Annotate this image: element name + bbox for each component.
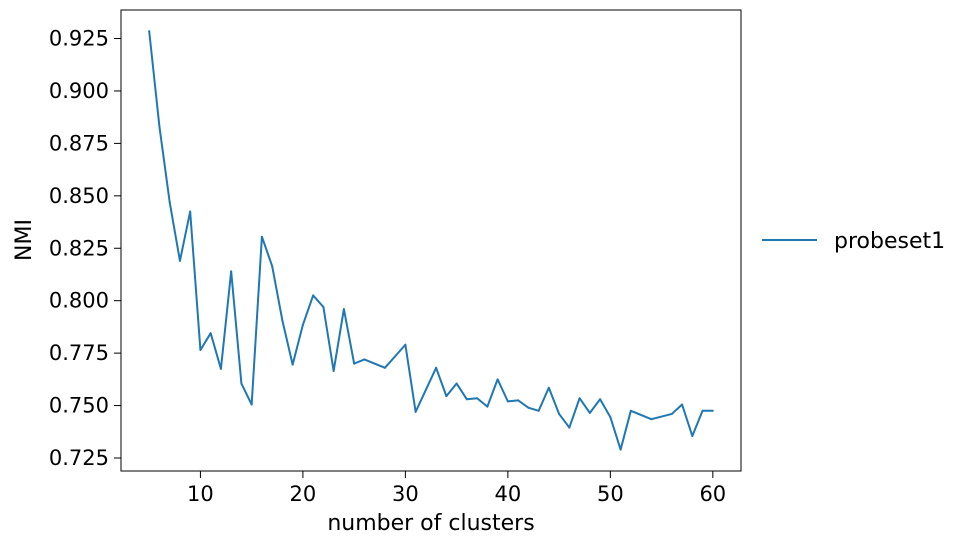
data-point: [199, 348, 202, 351]
data-point: [476, 397, 479, 400]
data-point: [599, 398, 602, 401]
x-tick-label: 50: [597, 482, 624, 506]
data-point: [558, 412, 561, 415]
data-point: [681, 403, 684, 406]
x-axis: 10 20 30 40 50 60: [187, 471, 726, 506]
data-point: [332, 369, 335, 372]
y-tick-label: 0.925: [49, 27, 109, 51]
x-tick-label: 30: [392, 482, 419, 506]
legend: probeset1: [762, 229, 945, 254]
x-tick-label: 40: [494, 482, 521, 506]
data-point: [312, 294, 315, 297]
data-point: [486, 405, 489, 408]
data-point: [455, 382, 458, 385]
data-point: [537, 409, 540, 412]
data-point: [250, 403, 253, 406]
y-tick-label: 0.725: [49, 446, 109, 470]
y-tick-label: 0.900: [49, 79, 109, 103]
x-tick-label: 10: [187, 482, 214, 506]
data-point: [609, 416, 612, 419]
data-point: [240, 382, 243, 385]
data-point: [148, 30, 151, 33]
x-tick-label: 20: [290, 482, 317, 506]
data-point: [383, 366, 386, 369]
data-point: [168, 201, 171, 204]
data-point: [271, 265, 274, 268]
series-layer: [148, 30, 714, 451]
plot-area: [121, 10, 741, 471]
data-point: [527, 406, 530, 409]
data-point: [404, 343, 407, 346]
data-point: [363, 358, 366, 361]
data-point: [701, 409, 704, 412]
data-point: [414, 410, 417, 413]
data-point: [670, 412, 673, 415]
y-tick-label: 0.775: [49, 341, 109, 365]
data-point: [281, 319, 284, 322]
data-point: [711, 409, 714, 412]
data-point: [619, 448, 622, 451]
data-point: [568, 426, 571, 429]
data-point: [230, 270, 233, 273]
data-point: [578, 397, 581, 400]
data-point: [517, 399, 520, 402]
y-axis-label: NMI: [12, 219, 37, 261]
data-point: [547, 386, 550, 389]
y-tick-label: 0.825: [49, 236, 109, 260]
data-point: [322, 305, 325, 308]
y-tick-label: 0.875: [49, 131, 109, 155]
x-tick-label: 60: [699, 482, 726, 506]
data-point: [342, 308, 345, 311]
data-point: [219, 367, 222, 370]
y-tick-label: 0.850: [49, 184, 109, 208]
plot-frame: [120, 9, 742, 472]
data-point: [301, 323, 304, 326]
data-point: [629, 409, 632, 412]
data-point: [650, 418, 653, 421]
data-point: [291, 363, 294, 366]
data-point: [260, 235, 263, 238]
y-tick-label: 0.750: [49, 394, 109, 418]
data-point: [588, 411, 591, 414]
y-axis: 0.725 0.750 0.775 0.800 0.825 0.850 0.875 0.900…: [49, 27, 121, 470]
data-point: [506, 400, 509, 403]
data-point: [189, 210, 192, 213]
legend-label-probeset1: probeset1: [834, 229, 945, 254]
data-point: [445, 395, 448, 398]
data-point: [209, 332, 212, 335]
data-point: [178, 259, 181, 262]
data-point: [496, 378, 499, 381]
data-point: [465, 398, 468, 401]
data-point: [435, 366, 438, 369]
data-point: [158, 125, 161, 128]
data-point: [353, 362, 356, 365]
y-tick-label: 0.800: [49, 289, 109, 313]
data-point: [691, 434, 694, 437]
x-axis-label: number of clusters: [327, 511, 534, 536]
